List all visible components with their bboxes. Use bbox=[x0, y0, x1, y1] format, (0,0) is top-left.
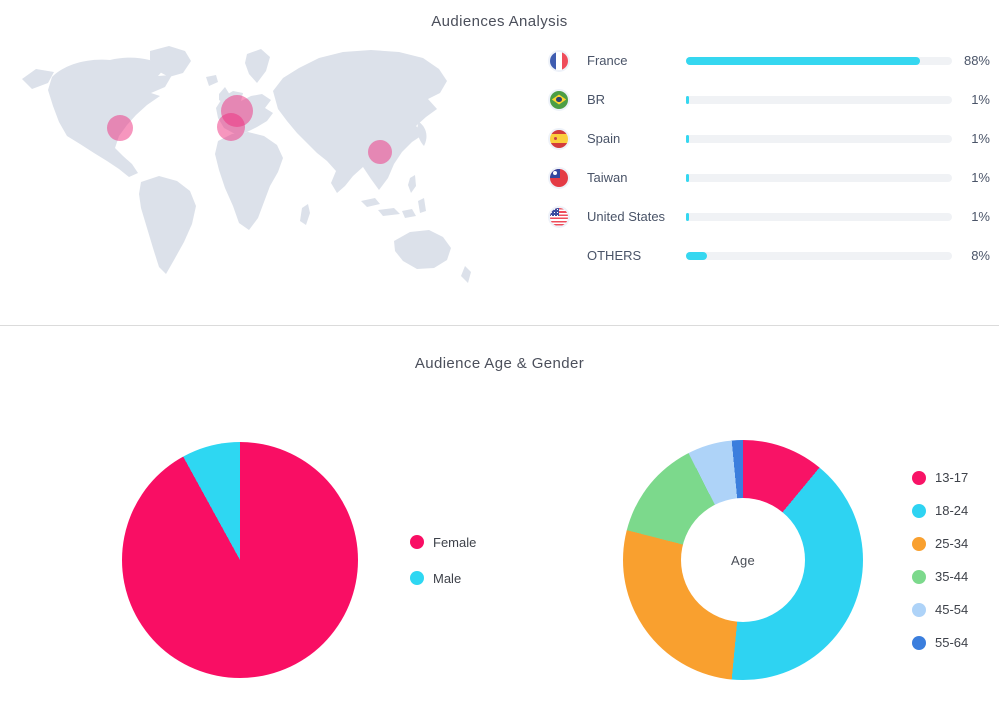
island-madagascar bbox=[300, 204, 310, 225]
legend-item-18-24[interactable]: 18-24 bbox=[912, 494, 968, 527]
legend-dot-icon bbox=[912, 602, 926, 617]
legend-item-13-17[interactable]: 13-17 bbox=[912, 461, 968, 494]
continent-south-america bbox=[139, 176, 196, 274]
country-row: BR 1% bbox=[545, 80, 990, 119]
world-map bbox=[22, 46, 471, 283]
legend-item-45-54[interactable]: 45-54 bbox=[912, 593, 968, 626]
gender-legend: Female Male bbox=[410, 524, 476, 596]
legend-label: Female bbox=[433, 534, 477, 550]
country-row: OTHERS 8% bbox=[545, 236, 990, 275]
island-new-zealand bbox=[461, 266, 471, 283]
country-bar-track bbox=[686, 134, 952, 143]
legend-label: 35-44 bbox=[935, 569, 969, 584]
country-bar-fill bbox=[686, 212, 689, 221]
country-bar-fill bbox=[686, 95, 689, 104]
country-bar-track bbox=[686, 56, 952, 65]
legend-dot-icon bbox=[912, 569, 926, 584]
country-list: France 88% BR 1% Spain 1% Taiwan 1% United State… bbox=[545, 41, 990, 275]
legend-dot-icon bbox=[912, 503, 926, 518]
legend-label: 18-24 bbox=[935, 503, 969, 518]
france-flag-icon bbox=[548, 49, 570, 72]
island-philippines bbox=[408, 175, 416, 193]
country-bar-track bbox=[686, 212, 952, 221]
legend-item-male[interactable]: Male bbox=[410, 560, 476, 596]
map-dot-east-asia bbox=[368, 140, 392, 164]
country-row: Spain 1% bbox=[545, 119, 990, 158]
legend-label: 45-54 bbox=[935, 602, 969, 617]
country-label: France bbox=[587, 53, 628, 68]
map-dot-spain bbox=[217, 113, 245, 141]
country-bar-fill bbox=[686, 173, 689, 182]
map-dots bbox=[107, 95, 392, 164]
island-japan bbox=[417, 122, 427, 146]
legend-dot-icon bbox=[912, 536, 926, 551]
legend-label: 13-17 bbox=[935, 470, 969, 485]
gender-pie-chart bbox=[122, 442, 358, 678]
country-percent: 1% bbox=[971, 170, 990, 185]
legend-label: 25-34 bbox=[935, 536, 969, 551]
united-states-flag-icon bbox=[548, 205, 570, 228]
taiwan-flag-icon bbox=[548, 166, 570, 189]
country-percent: 1% bbox=[971, 92, 990, 107]
flag-spacer bbox=[548, 245, 570, 267]
age-legend: 13-17 18-24 25-34 35-44 45-54 55-64 bbox=[912, 461, 968, 659]
island-iceland bbox=[206, 75, 218, 86]
spain-flag-icon bbox=[548, 127, 570, 150]
continent-africa bbox=[215, 132, 283, 230]
continent-north-america bbox=[22, 57, 172, 177]
country-label: BR bbox=[587, 92, 606, 107]
country-label: OTHERS bbox=[587, 248, 642, 263]
country-row: United States 1% bbox=[545, 197, 990, 236]
country-bar-track bbox=[686, 173, 952, 182]
section-divider bbox=[0, 325, 999, 326]
country-percent: 1% bbox=[971, 209, 990, 224]
country-bar-fill bbox=[686, 251, 708, 260]
audiences-analysis-title: Audiences Analysis bbox=[431, 13, 568, 30]
continent-asia bbox=[273, 50, 447, 193]
age-donut-center-label: Age bbox=[681, 498, 805, 622]
country-percent: 1% bbox=[971, 131, 990, 146]
country-percent: 8% bbox=[971, 248, 990, 263]
legend-label: 55-64 bbox=[935, 635, 969, 650]
legend-label: Male bbox=[433, 570, 462, 586]
country-label: Taiwan bbox=[587, 170, 628, 185]
legend-item-female[interactable]: Female bbox=[410, 524, 476, 560]
map-dot-united-states bbox=[107, 115, 133, 141]
country-bar-track bbox=[686, 95, 952, 104]
legend-dot-icon bbox=[410, 571, 424, 585]
country-label: United States bbox=[587, 209, 666, 224]
legend-dot-icon bbox=[912, 635, 926, 650]
country-bar-fill bbox=[686, 56, 921, 65]
country-row: Taiwan 1% bbox=[545, 158, 990, 197]
world-map-land bbox=[22, 46, 471, 283]
continent-australia bbox=[394, 230, 451, 269]
island-greenland bbox=[150, 46, 191, 77]
age-gender-title: Audience Age & Gender bbox=[414, 355, 585, 372]
legend-item-35-44[interactable]: 35-44 bbox=[912, 560, 968, 593]
brazil-flag-icon bbox=[548, 88, 570, 111]
country-bar-fill bbox=[686, 134, 689, 143]
region-scandinavia bbox=[245, 49, 270, 83]
legend-item-25-34[interactable]: 25-34 bbox=[912, 527, 968, 560]
age-donut-chart: Age bbox=[623, 440, 863, 680]
country-row: France 88% bbox=[545, 41, 990, 80]
country-percent: 88% bbox=[963, 53, 990, 68]
legend-item-55-64[interactable]: 55-64 bbox=[912, 626, 968, 659]
legend-dot-icon bbox=[912, 470, 926, 485]
country-bar-track bbox=[686, 251, 952, 260]
country-label: Spain bbox=[587, 131, 621, 146]
legend-dot-icon bbox=[410, 535, 424, 549]
islands-indonesia bbox=[361, 198, 426, 218]
